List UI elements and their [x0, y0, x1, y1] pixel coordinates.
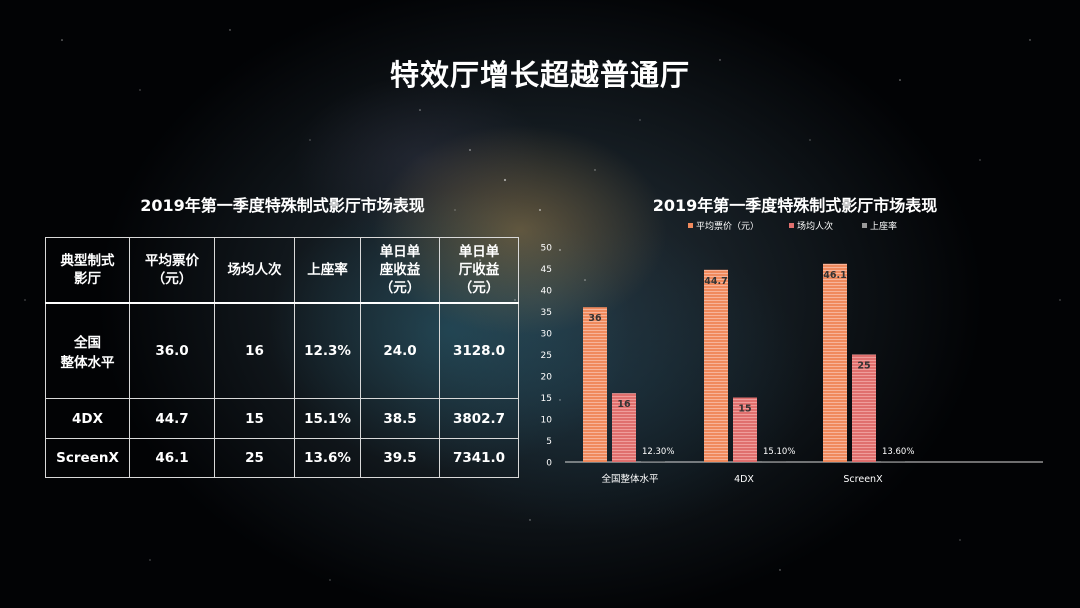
data-label: 36 [588, 313, 602, 324]
legend-label: 上座率 [870, 220, 897, 232]
bar [881, 461, 905, 462]
y-tick-label: 45 [541, 265, 552, 275]
x-tick-label: 全国整体水平 [601, 473, 659, 485]
x-tick-label: 4DX [734, 474, 754, 485]
bar [704, 269, 728, 462]
y-tick-label: 25 [541, 351, 552, 361]
bar [852, 354, 876, 462]
table-cell: 46.1 [129, 437, 215, 479]
table-row: 全国 整体水平 36.0 16 12.3% 24.0 3128.0 [45, 302, 519, 400]
header-cell: 单日单 座收益 （元） [360, 237, 440, 304]
legend-swatch [789, 223, 794, 228]
header-cell: 典型制式 影厅 [45, 237, 130, 304]
table-cell: 44.7 [129, 398, 215, 439]
y-tick-label: 5 [546, 437, 552, 447]
legend-label: 场均人次 [797, 220, 833, 232]
data-label: 25 [857, 361, 870, 372]
y-tick-label: 0 [546, 459, 552, 469]
table-cell: 36.0 [129, 302, 215, 400]
table-title: 2019年第一季度特殊制式影厅市场表现 [140, 196, 425, 215]
table-cell: 15 [214, 398, 295, 439]
table-cell: 13.6% [294, 437, 361, 479]
y-tick-label: 50 [541, 244, 553, 254]
data-label: 15 [738, 404, 751, 415]
table-cell: 25 [214, 437, 295, 479]
table-header-row: 典型制式 影厅 平均票价 （元） 场均人次 上座率 单日单 座收益 （元） 单日单 厅收益… [45, 237, 519, 304]
data-label: 44.7 [704, 276, 727, 287]
y-tick-label: 15 [541, 394, 552, 404]
y-tick-label: 20 [541, 373, 553, 383]
legend-swatch [862, 223, 867, 228]
bar [612, 393, 636, 462]
header-cell: 平均票价 （元） [129, 237, 215, 304]
table-cell: 12.3% [294, 302, 361, 400]
table-cell: 15.1% [294, 398, 361, 439]
y-tick-label: 40 [541, 287, 553, 297]
bar [583, 307, 607, 462]
bar [823, 263, 847, 462]
table-cell: 7341.0 [439, 437, 519, 479]
x-tick-label: ScreenX [843, 474, 883, 485]
table-cell: 16 [214, 302, 295, 400]
bar [762, 461, 786, 462]
table-cell: 3128.0 [439, 302, 519, 400]
chart-title: 2019年第一季度特殊制式影厅市场表现 [652, 196, 938, 215]
bar [733, 397, 757, 462]
table-row: ScreenX 46.1 25 13.6% 39.5 7341.0 [45, 437, 519, 479]
header-cell: 场均人次 [214, 237, 295, 304]
header-cell: 上座率 [294, 237, 361, 304]
data-label: 15.10% [763, 447, 795, 457]
page-title: 特效厅增长超越普通厅 [389, 58, 690, 92]
table-cell: 39.5 [360, 437, 440, 479]
row-label: 4DX [45, 398, 130, 439]
y-tick-label: 10 [541, 416, 553, 426]
y-tick-label: 35 [541, 308, 552, 318]
data-label: 46.1 [823, 270, 846, 281]
legend-label: 平均票价（元） [696, 220, 759, 232]
data-label: 13.60% [882, 447, 914, 457]
row-label: ScreenX [45, 437, 130, 479]
y-tick-label: 30 [541, 330, 553, 340]
bar [641, 461, 665, 462]
table-row: 4DX 44.7 15 15.1% 38.5 3802.7 [45, 398, 519, 439]
header-cell: 单日单 厅收益 （元） [439, 237, 519, 304]
data-label: 16 [617, 399, 631, 410]
market-table: 典型制式 影厅 平均票价 （元） 场均人次 上座率 单日单 座收益 （元） 单日单 厅收益… [45, 237, 519, 479]
data-label: 12.30% [642, 447, 674, 457]
legend-swatch [688, 223, 693, 228]
table-cell: 24.0 [360, 302, 440, 400]
row-label: 全国 整体水平 [45, 302, 130, 400]
